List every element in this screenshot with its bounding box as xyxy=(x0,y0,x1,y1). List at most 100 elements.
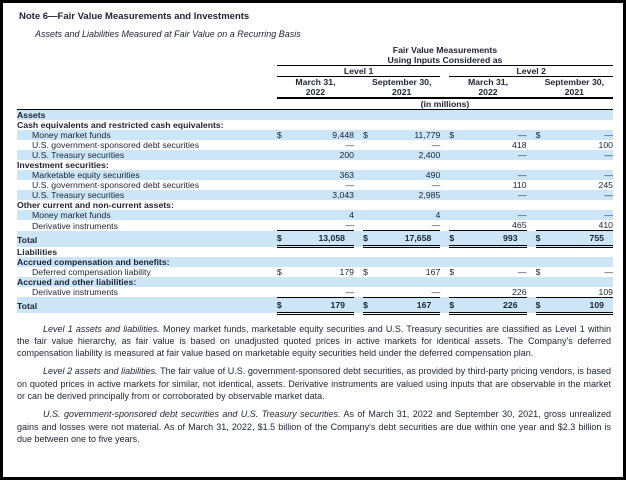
currency-cell: $ xyxy=(276,230,291,248)
table-row: Deferred compensation liability $179 $167 $… xyxy=(17,267,613,277)
currency-cell xyxy=(363,180,376,190)
currency-cell xyxy=(363,287,376,298)
amount-cell: — xyxy=(462,130,527,140)
amount-cell: — xyxy=(462,210,527,220)
units-note: (in millions) xyxy=(276,98,613,110)
spacer-cell xyxy=(440,120,449,130)
amount-cell: 4 xyxy=(376,210,441,220)
spacer-cell xyxy=(354,150,364,160)
currency-cell: $ xyxy=(276,296,291,315)
currency-cell: $ xyxy=(363,230,377,248)
amount-cell xyxy=(290,120,354,130)
currency-cell xyxy=(535,190,549,200)
amount-cell xyxy=(463,247,527,257)
amount-cell: 3,043 xyxy=(290,190,355,200)
currency-cell xyxy=(449,210,463,220)
amount-cell xyxy=(376,120,440,130)
currency-cell xyxy=(449,170,463,180)
row-label: U.S. government-sponsored debt securitie… xyxy=(32,140,200,150)
table-row: Marketable equity securities 363 490 — — xyxy=(17,170,613,180)
spacer-cell xyxy=(526,190,536,200)
amount-cell: 110 xyxy=(512,180,527,190)
row-label: Marketable equity securities xyxy=(17,170,277,180)
amount-cell xyxy=(290,276,355,287)
spacer-cell xyxy=(17,77,277,99)
amount-cell: 100 xyxy=(598,140,614,150)
currency-cell xyxy=(363,150,377,160)
amount-cell: — xyxy=(345,220,355,230)
fair-value-table-body: Assets Cash equivalents and restricted ca… xyxy=(17,109,614,315)
currency-cell xyxy=(449,109,463,120)
amount-cell: 13,058 xyxy=(290,230,355,248)
row-label: Cash equivalents and restricted cash equ… xyxy=(17,120,224,130)
amount-cell xyxy=(463,120,527,130)
table-row: Derivative instruments — — 465 410 xyxy=(17,220,613,231)
spacer-cell xyxy=(354,287,363,298)
spacer-cell xyxy=(440,76,450,99)
amount-cell xyxy=(376,256,441,267)
currency-cell: $ xyxy=(449,230,463,248)
spacer-cell xyxy=(527,120,536,130)
spacer-cell xyxy=(440,256,450,267)
spacer-cell xyxy=(354,230,364,247)
spacer-cell xyxy=(354,140,363,150)
table-row: Accrued compensation and benefits: xyxy=(17,256,613,267)
currency-cell xyxy=(276,109,291,120)
currency-cell xyxy=(449,150,463,160)
amount-cell xyxy=(376,160,440,170)
amount-cell: 363 xyxy=(290,170,355,180)
amount-cell xyxy=(462,276,527,287)
table-row: U.S. Treasury securities 3,043 2,985 — — xyxy=(17,190,613,200)
spacer-cell xyxy=(526,230,536,247)
table-row: Liabilities xyxy=(17,247,613,257)
spacer-cell xyxy=(440,247,449,257)
currency-cell xyxy=(277,247,290,257)
currency-cell xyxy=(535,170,549,180)
fair-value-table: Fair Value Measurements Using Inputs Con… xyxy=(17,45,613,315)
currency-cell xyxy=(449,190,463,200)
group-title: Fair Value Measurements Using Inputs Con… xyxy=(276,45,613,66)
spacer-cell xyxy=(440,140,449,150)
table-row: Other current and non-current assets: xyxy=(17,200,613,210)
paragraph-level1: Level 1 assets and liabilities. Money ma… xyxy=(17,323,611,360)
spacer-cell xyxy=(354,297,364,313)
spacer-cell xyxy=(17,98,277,110)
amount-cell: — xyxy=(517,266,527,277)
amount-cell: 465 xyxy=(512,220,527,230)
currency-cell xyxy=(535,276,549,287)
note-subtitle: Assets and Liabilities Measured at Fair … xyxy=(35,29,301,39)
spacer-cell xyxy=(440,130,450,140)
amount-cell: 179 xyxy=(339,266,355,277)
group-title-row: Fair Value Measurements Using Inputs Con… xyxy=(17,45,613,66)
amount-cell: 755 xyxy=(548,230,613,248)
amount-cell: 200 xyxy=(290,150,355,160)
spacer-cell xyxy=(354,247,363,257)
currency-cell xyxy=(277,220,290,231)
currency-cell xyxy=(363,256,377,267)
currency-cell: $ xyxy=(535,130,549,140)
row-label: Other current and non-current assets: xyxy=(17,200,174,210)
column-header: March 31, 2022 xyxy=(449,76,527,99)
group-title-line1: Fair Value Measurements xyxy=(392,45,498,55)
amount-cell xyxy=(376,247,440,257)
level-header-row: Level 1 Level 2 xyxy=(17,65,613,77)
amount-cell: — xyxy=(462,190,527,200)
amount-cell: — xyxy=(548,150,613,160)
amount-cell: 17,658 xyxy=(376,230,441,248)
amount-cell xyxy=(290,160,354,170)
amount-cell: — xyxy=(462,150,527,160)
level1-header: Level 1 xyxy=(276,65,441,77)
amount-cell: — xyxy=(345,286,355,297)
spacer-cell xyxy=(440,66,449,77)
currency-cell xyxy=(536,160,549,170)
currency-cell: $ xyxy=(535,230,549,248)
currency-cell xyxy=(449,287,462,298)
table-row: Investment securities: xyxy=(17,160,613,170)
currency-cell xyxy=(363,220,376,231)
spacer-cell xyxy=(440,276,450,287)
currency-cell xyxy=(276,170,291,180)
currency-cell xyxy=(277,160,290,170)
currency-cell: $ xyxy=(363,130,377,140)
currency-cell xyxy=(363,247,376,257)
amount-cell xyxy=(462,109,527,120)
